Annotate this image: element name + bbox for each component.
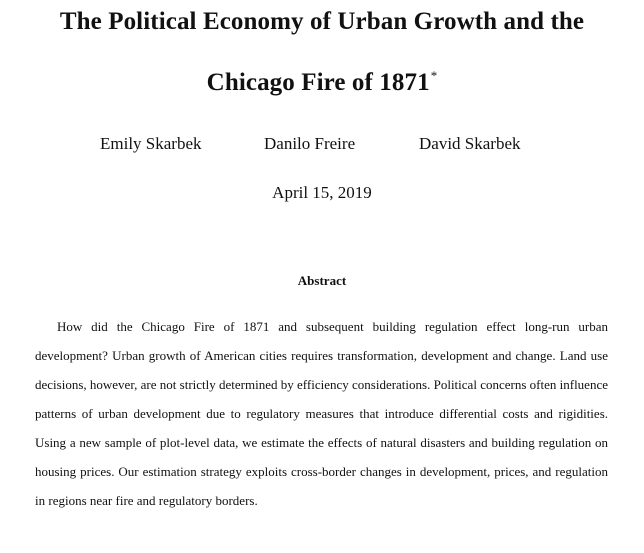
title-footnote-mark[interactable]: *	[430, 68, 438, 83]
abstract-text: How did the Chicago Fire of 1871 and sub…	[35, 319, 608, 508]
author-list: Emily Skarbek Danilo Freire David Skarbe…	[0, 133, 644, 157]
publication-date: April 15, 2019	[272, 183, 372, 202]
abstract-heading: Abstract	[297, 273, 347, 288]
paper-title-line-1: The Political Economy of Urban Growth an…	[59, 8, 585, 35]
paper-title-continued: Chicago Fire of 1871*	[0, 61, 644, 98]
paper-title-line-2: Chicago Fire of 1871	[206, 69, 430, 96]
author-name: David Skarbek	[419, 134, 521, 153]
author-name: Emily Skarbek	[100, 134, 202, 153]
author-name: Danilo Freire	[264, 134, 356, 153]
paper-title: The Political Economy of Urban Growth an…	[0, 7, 644, 37]
